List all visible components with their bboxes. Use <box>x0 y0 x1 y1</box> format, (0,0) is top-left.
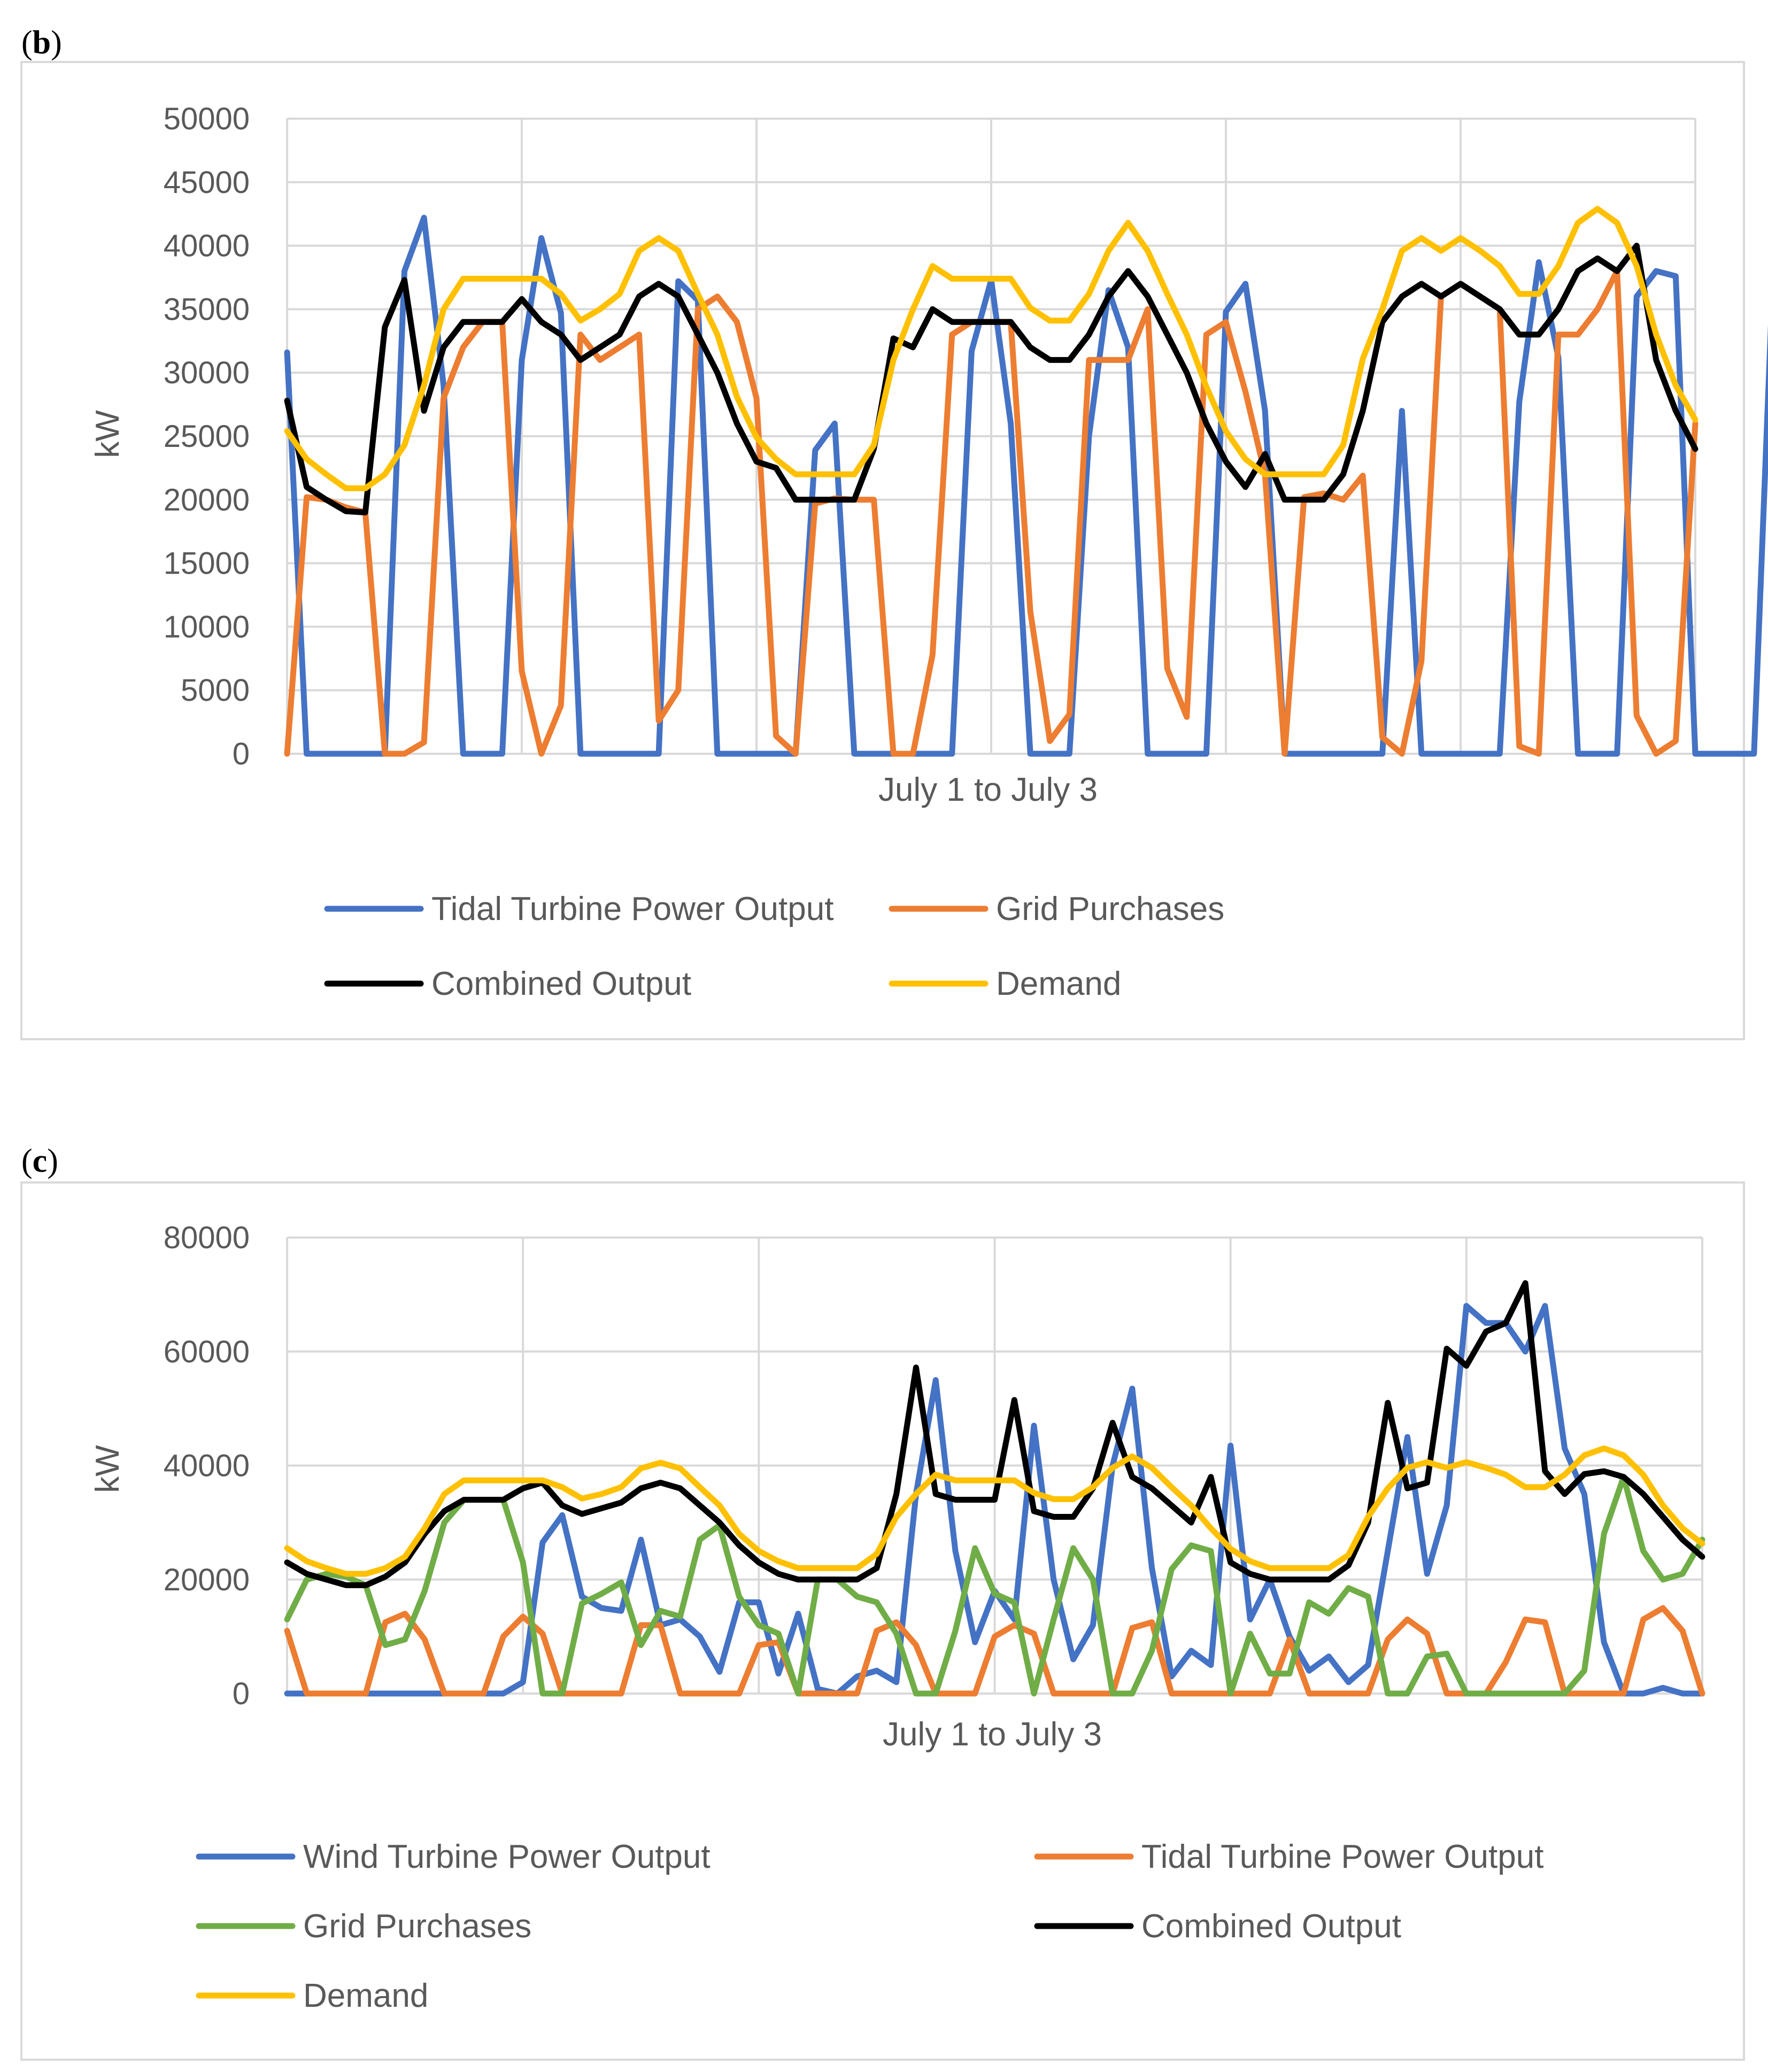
chart-c-yticks: 0 20000 40000 60000 80000 <box>164 1220 250 1711</box>
chart-b-frame <box>20 61 1745 1040</box>
chart-b-ytick-label: 20000 <box>164 483 250 517</box>
legend-label: Tidal Turbine Power Output <box>1141 1838 1543 1875</box>
chart-c-legend: Wind Turbine Power Output Tidal Turbine P… <box>196 1838 1543 2014</box>
legend-label: Demand <box>996 965 1121 1002</box>
legend-label: Grid Purchases <box>996 891 1224 927</box>
legend-label: Combined Output <box>431 965 691 1002</box>
chart-c-grid <box>286 1236 1703 1695</box>
chart-b-ytick-label: 40000 <box>164 229 250 264</box>
chart-b-series-tidal-turbine-power-output <box>284 214 1768 757</box>
chart-b-ytick-label: 25000 <box>164 419 250 454</box>
panel-label-c: (c) <box>21 1143 58 1179</box>
chart-c-ytick-label: 0 <box>233 1676 250 1711</box>
legend-label: Tidal Turbine Power Output <box>431 891 833 927</box>
chart-b-ytick-label: 30000 <box>164 355 250 390</box>
legend-label: Grid Purchases <box>303 1908 531 1945</box>
chart-c-ytick-label: 60000 <box>164 1334 250 1369</box>
chart-c-series-grid-purchases <box>284 1474 1705 1697</box>
chart-b-ytick-label: 5000 <box>181 673 250 708</box>
chart-c-ylabel: kW <box>89 1445 126 1493</box>
chart-c-ytick-label: 20000 <box>164 1563 250 1597</box>
chart-b-ytick-label: 10000 <box>164 609 250 644</box>
chart-c-series-demand <box>284 1445 1705 1577</box>
legend-label: Demand <box>303 1977 428 2014</box>
chart-b-ylabel: kW <box>89 410 126 458</box>
chart-b-xlabel: July 1 to July 3 <box>878 771 1098 808</box>
chart-b-yticks: 0 5000 10000 15000 20000 25000 30000 35000 40000… <box>164 102 250 771</box>
chart-b-series <box>284 206 1768 757</box>
chart-c-xlabel: July 1 to July 3 <box>883 1716 1102 1753</box>
chart-c-frame <box>20 1181 1745 2061</box>
chart-b-ytick-label: 0 <box>233 737 250 771</box>
chart-b-legend: Tidal Turbine Power Output Grid Purchases… <box>324 891 1224 1002</box>
chart-b-series-demand <box>284 206 1698 491</box>
panel-label-b: (b) <box>21 25 62 61</box>
chart-c-ytick-label: 40000 <box>164 1449 250 1483</box>
chart-c-ytick-label: 80000 <box>164 1220 250 1255</box>
legend-label: Combined Output <box>1141 1908 1401 1945</box>
chart-b-ytick-label: 15000 <box>164 546 250 581</box>
chart-b-ytick-label: 45000 <box>164 165 250 200</box>
chart-b-ytick-label: 35000 <box>164 292 250 327</box>
chart-c-series <box>284 1280 1705 1697</box>
chart-b-series-combined-output <box>284 243 1698 516</box>
chart-b: 0 5000 10000 15000 20000 25000 30000 35000 40000… <box>20 61 1768 1040</box>
legend-label: Wind Turbine Power Output <box>303 1838 711 1875</box>
chart-c-series-combined-output <box>284 1280 1705 1588</box>
chart-b-grid <box>286 118 1696 755</box>
chart-c: 0 20000 40000 60000 80000 July 1 to July 3 k… <box>20 1181 1745 2061</box>
chart-b-ytick-label: 50000 <box>164 102 250 136</box>
